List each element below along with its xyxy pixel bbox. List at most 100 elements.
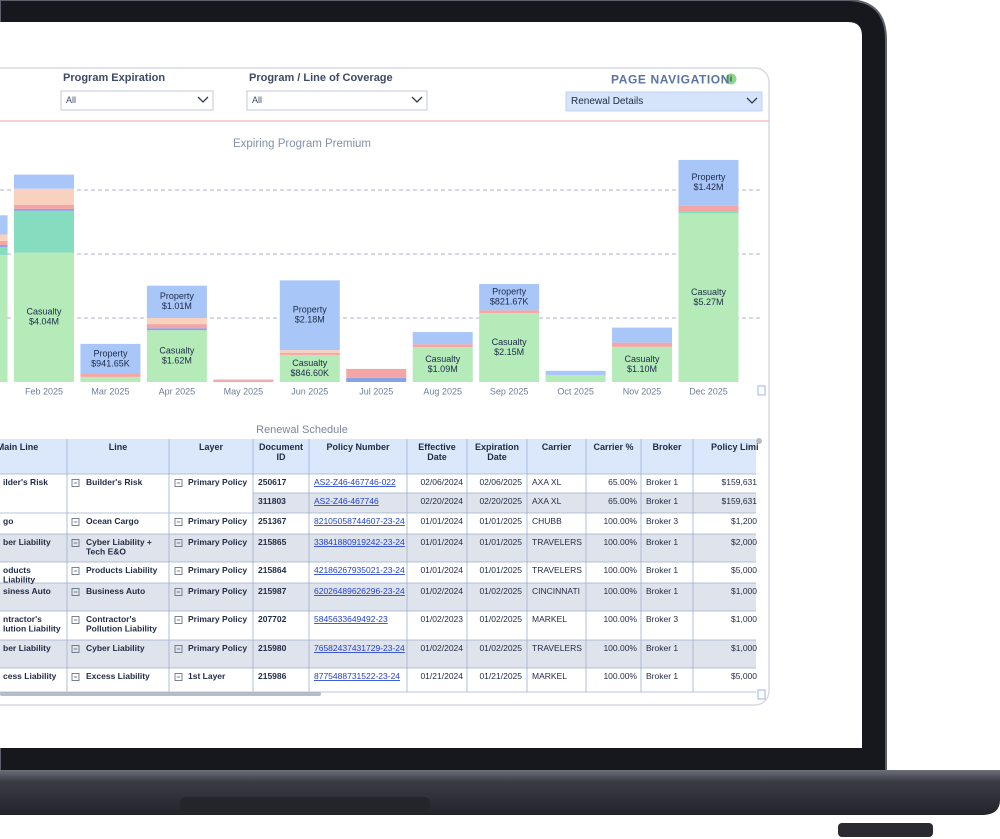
bar-segment bbox=[279, 354, 340, 382]
bar-segment bbox=[0, 234, 8, 241]
expand-icon[interactable] bbox=[174, 479, 183, 487]
table-corner-icon[interactable] bbox=[757, 689, 766, 700]
row-shade bbox=[309, 534, 407, 562]
navigation-dropdown[interactable] bbox=[565, 91, 763, 112]
laptop-base bbox=[0, 770, 1000, 815]
expand-icon[interactable] bbox=[71, 479, 80, 487]
policy-link[interactable]: 42186267935021-23-24 bbox=[314, 565, 405, 575]
vertical-scrollbar[interactable] bbox=[756, 438, 762, 444]
horizontal-scrollbar[interactable] bbox=[0, 692, 321, 696]
expand-icon[interactable] bbox=[174, 616, 183, 624]
bar-segment bbox=[213, 379, 274, 381]
table-cell: 100.00% bbox=[603, 516, 637, 526]
policy-link[interactable]: AS2-Z46-467746-022 bbox=[314, 477, 396, 487]
bar-value-label: $4.04M bbox=[29, 317, 59, 327]
bar-series-label: Casualty bbox=[425, 354, 461, 364]
bar-segment bbox=[0, 246, 8, 255]
laptop-notch bbox=[180, 797, 430, 812]
table-cell: Broker 1 bbox=[646, 671, 678, 681]
table-cell: 100.00% bbox=[603, 671, 637, 681]
expand-icon[interactable] bbox=[174, 518, 183, 526]
chart-title: Expiring Program Premium bbox=[233, 138, 371, 150]
expand-icon[interactable] bbox=[71, 518, 80, 526]
expand-icon[interactable] bbox=[174, 673, 183, 681]
policy-link[interactable]: 8775488731522-23-24 bbox=[314, 671, 400, 681]
table-cell: AXA XL bbox=[532, 496, 562, 506]
expand-icon[interactable] bbox=[71, 645, 80, 653]
x-tick-label: Mar 2025 bbox=[91, 386, 129, 396]
navigation-value: Renewal Details bbox=[571, 96, 643, 107]
policy-link[interactable]: AS2-Z46-467746 bbox=[314, 496, 379, 506]
bar-series-label: Property bbox=[691, 172, 726, 182]
table-cell: Cyber Liability + Tech E&O bbox=[86, 537, 152, 557]
expand-icon[interactable] bbox=[71, 588, 80, 596]
bar-series-label: Casualty bbox=[492, 337, 528, 347]
bar-segment bbox=[612, 346, 673, 382]
column-header: Expiration Date bbox=[475, 442, 519, 462]
table-cell: TRAVELERS bbox=[532, 565, 582, 575]
row-shade bbox=[527, 493, 586, 513]
table-cell: Broker 1 bbox=[646, 496, 678, 506]
x-tick-label: Jul 2025 bbox=[359, 386, 393, 396]
bar-segment bbox=[146, 285, 207, 318]
policy-link[interactable]: 82105058744607-23-24 bbox=[314, 516, 405, 526]
table-cell: ntractor's lution Liability bbox=[3, 614, 61, 634]
expand-icon[interactable] bbox=[71, 567, 80, 575]
table-cell: 215986 bbox=[258, 671, 287, 681]
table-cell: 100.00% bbox=[603, 565, 637, 575]
expand-icon[interactable] bbox=[174, 567, 183, 575]
bar-segment bbox=[678, 159, 739, 206]
table-cell: 02/20/2025 bbox=[479, 496, 522, 506]
bar-value-label: $1.42M bbox=[693, 182, 723, 192]
row-shade bbox=[253, 534, 309, 562]
row-shade bbox=[693, 534, 756, 562]
row-shade bbox=[309, 493, 407, 513]
table-cell: $1,200 bbox=[731, 516, 757, 526]
row-shade bbox=[253, 640, 309, 668]
table-cell: Cyber Liability bbox=[86, 643, 145, 653]
table-cell: Excess Liability bbox=[86, 671, 150, 681]
bar-segment bbox=[146, 330, 207, 382]
policy-link[interactable]: 5845633649492-23 bbox=[314, 614, 388, 624]
expand-icon[interactable] bbox=[174, 539, 183, 547]
table-cell: 215980 bbox=[258, 643, 287, 653]
bar-segment bbox=[346, 377, 407, 382]
table-cell: 02/20/2024 bbox=[420, 496, 463, 506]
table-cell: 01/01/2024 bbox=[420, 516, 463, 526]
filter-label: Program / Line of Coverage bbox=[249, 72, 393, 84]
policy-link[interactable]: 33841880919242-23-24 bbox=[314, 537, 405, 547]
table-cell: Primary Policy bbox=[188, 477, 247, 487]
row-shade bbox=[527, 640, 586, 668]
table-cell: 207702 bbox=[258, 614, 287, 624]
table-cell: Contractor's Pollution Liability bbox=[86, 614, 157, 634]
table-cell: cess Liability bbox=[3, 671, 57, 681]
policy-link[interactable]: 76582437431729-23-24 bbox=[314, 643, 405, 653]
expand-icon[interactable] bbox=[71, 616, 80, 624]
expand-icon[interactable] bbox=[174, 645, 183, 653]
table-cell: 01/21/2025 bbox=[479, 671, 522, 681]
table-cell: TRAVELERS bbox=[532, 537, 582, 547]
table-cell: 215987 bbox=[258, 586, 287, 596]
policy-link[interactable]: 62026489626296-23-24 bbox=[314, 586, 405, 596]
expand-icon[interactable] bbox=[71, 539, 80, 547]
filter-label: Program Expiration bbox=[63, 72, 165, 84]
row-shade bbox=[0, 534, 67, 562]
x-tick-label: Dec 2025 bbox=[689, 386, 728, 396]
table-cell: 65.00% bbox=[608, 477, 637, 487]
expand-icon[interactable] bbox=[71, 673, 80, 681]
table-cell: $5,000 bbox=[731, 671, 757, 681]
chart-corner-icon[interactable] bbox=[757, 385, 766, 396]
info-icon[interactable] bbox=[725, 73, 737, 85]
bar-series-label: Casualty bbox=[26, 307, 62, 317]
table-cell: Broker 1 bbox=[646, 586, 678, 596]
bar-series-label: Casualty bbox=[292, 358, 328, 368]
bar-series-label: Property bbox=[492, 287, 527, 297]
expand-icon[interactable] bbox=[174, 588, 183, 596]
row-shade bbox=[407, 640, 467, 668]
bar-value-label: $5.27M bbox=[693, 297, 723, 307]
filter-dropdown[interactable] bbox=[60, 90, 214, 111]
filter-dropdown[interactable] bbox=[246, 90, 428, 111]
table-cell: 01/21/2024 bbox=[420, 671, 463, 681]
bar-segment bbox=[0, 254, 8, 382]
